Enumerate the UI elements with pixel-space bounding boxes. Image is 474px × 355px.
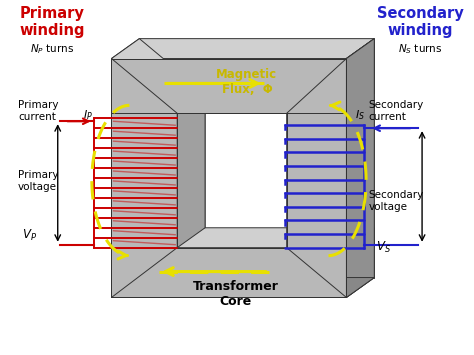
Text: Transformer
Core: Transformer Core bbox=[193, 279, 279, 307]
Text: Primary
voltage: Primary voltage bbox=[18, 170, 58, 192]
Text: Magnetic
Flux,  Φ: Magnetic Flux, Φ bbox=[216, 69, 277, 97]
Text: Secondary
current: Secondary current bbox=[368, 100, 424, 122]
Polygon shape bbox=[111, 59, 177, 297]
Polygon shape bbox=[287, 59, 346, 297]
Polygon shape bbox=[111, 39, 374, 59]
Text: Secondary
voltage: Secondary voltage bbox=[368, 190, 424, 212]
Text: Primary
winding: Primary winding bbox=[19, 6, 84, 38]
Text: $N_S$ turns: $N_S$ turns bbox=[398, 43, 442, 56]
Polygon shape bbox=[177, 93, 315, 113]
Polygon shape bbox=[346, 228, 374, 297]
Polygon shape bbox=[139, 228, 374, 278]
Polygon shape bbox=[177, 93, 205, 248]
Polygon shape bbox=[139, 39, 205, 278]
Polygon shape bbox=[287, 39, 374, 113]
Text: Primary
current: Primary current bbox=[18, 100, 58, 122]
Polygon shape bbox=[111, 278, 374, 297]
Polygon shape bbox=[111, 248, 346, 297]
Polygon shape bbox=[111, 39, 205, 113]
Text: $N_P$ turns: $N_P$ turns bbox=[30, 43, 74, 56]
Polygon shape bbox=[346, 39, 374, 297]
Text: $I_P$: $I_P$ bbox=[82, 108, 92, 122]
Polygon shape bbox=[111, 59, 346, 113]
Text: Secondary
winding: Secondary winding bbox=[377, 6, 464, 38]
Text: $V_P$: $V_P$ bbox=[22, 228, 37, 243]
Text: $I_S$: $I_S$ bbox=[356, 108, 365, 122]
Polygon shape bbox=[315, 39, 374, 278]
Polygon shape bbox=[346, 39, 374, 113]
Polygon shape bbox=[139, 39, 374, 93]
Text: $V_S$: $V_S$ bbox=[376, 240, 392, 255]
Polygon shape bbox=[111, 228, 374, 248]
